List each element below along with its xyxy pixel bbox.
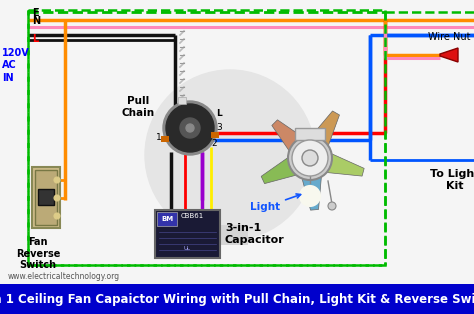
- Text: L: L: [216, 109, 222, 118]
- Bar: [211, 132, 219, 138]
- Text: 3 in 1 Ceiling Fan Capaictor Wiring with Pull Chain, Light Kit & Reverse Switch: 3 in 1 Ceiling Fan Capaictor Wiring with…: [0, 293, 474, 306]
- Circle shape: [163, 101, 217, 155]
- Bar: [32, 167, 60, 228]
- Polygon shape: [325, 153, 364, 176]
- Bar: [161, 136, 169, 142]
- Text: www.electricaltechnology.org: www.electricaltechnology.org: [8, 272, 120, 281]
- Text: 1: 1: [156, 133, 162, 142]
- Circle shape: [145, 70, 315, 240]
- Circle shape: [54, 213, 60, 219]
- Text: L: L: [32, 34, 38, 44]
- Polygon shape: [261, 157, 298, 184]
- Polygon shape: [440, 48, 458, 62]
- Circle shape: [54, 195, 60, 201]
- Circle shape: [292, 140, 328, 176]
- Polygon shape: [301, 175, 321, 210]
- Text: 2: 2: [211, 139, 217, 148]
- Text: CBB61: CBB61: [181, 213, 204, 219]
- Circle shape: [328, 202, 336, 210]
- Text: BM: BM: [161, 216, 173, 222]
- Bar: [157, 212, 177, 226]
- Circle shape: [302, 150, 318, 166]
- Bar: [212, 225, 248, 245]
- Bar: [155, 210, 220, 258]
- Polygon shape: [272, 120, 304, 152]
- Text: E: E: [32, 8, 38, 18]
- Text: UL: UL: [184, 246, 191, 251]
- Text: N: N: [32, 16, 40, 26]
- Text: Pull
Chain: Pull Chain: [121, 96, 155, 118]
- Bar: [38, 189, 54, 205]
- Circle shape: [300, 186, 320, 206]
- Text: Fan
Reverse
Switch: Fan Reverse Switch: [16, 237, 60, 270]
- Circle shape: [186, 124, 194, 132]
- Circle shape: [166, 104, 214, 152]
- Text: 3-in-1
Capacitor: 3-in-1 Capacitor: [225, 223, 285, 245]
- Bar: [178, 97, 186, 104]
- Text: Wire Nut: Wire Nut: [428, 32, 470, 42]
- Circle shape: [288, 136, 332, 180]
- Text: Light: Light: [250, 194, 301, 212]
- Text: To Light
Kit: To Light Kit: [430, 169, 474, 191]
- Circle shape: [54, 177, 60, 183]
- Polygon shape: [310, 111, 339, 147]
- Text: 3: 3: [216, 123, 222, 132]
- Bar: [35, 170, 57, 225]
- Bar: [295, 128, 325, 140]
- Bar: [0, 284, 474, 314]
- Text: 120V
AC
IN: 120V AC IN: [2, 48, 30, 83]
- Circle shape: [180, 118, 200, 138]
